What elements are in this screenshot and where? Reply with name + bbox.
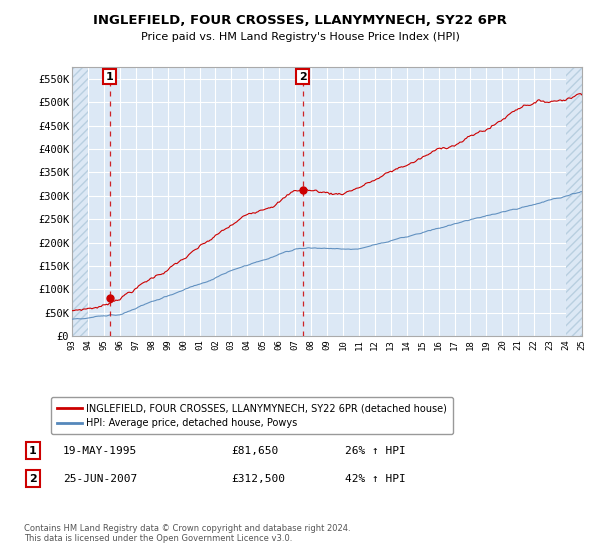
Text: 19-MAY-1995: 19-MAY-1995	[63, 446, 137, 456]
Text: £81,650: £81,650	[231, 446, 278, 456]
Text: 2: 2	[299, 72, 307, 82]
Text: Price paid vs. HM Land Registry's House Price Index (HPI): Price paid vs. HM Land Registry's House …	[140, 32, 460, 42]
Legend: INGLEFIELD, FOUR CROSSES, LLANYMYNECH, SY22 6PR (detached house), HPI: Average p: INGLEFIELD, FOUR CROSSES, LLANYMYNECH, S…	[52, 397, 453, 434]
Text: INGLEFIELD, FOUR CROSSES, LLANYMYNECH, SY22 6PR: INGLEFIELD, FOUR CROSSES, LLANYMYNECH, S…	[93, 14, 507, 27]
Text: 25-JUN-2007: 25-JUN-2007	[63, 474, 137, 484]
Text: £312,500: £312,500	[231, 474, 285, 484]
Text: 26% ↑ HPI: 26% ↑ HPI	[345, 446, 406, 456]
Text: Contains HM Land Registry data © Crown copyright and database right 2024.
This d: Contains HM Land Registry data © Crown c…	[24, 524, 350, 543]
Bar	[566, 67, 582, 336]
Text: 2: 2	[29, 474, 37, 484]
Text: 1: 1	[29, 446, 37, 456]
Text: 1: 1	[106, 72, 113, 82]
Bar	[72, 67, 88, 336]
Text: 42% ↑ HPI: 42% ↑ HPI	[345, 474, 406, 484]
